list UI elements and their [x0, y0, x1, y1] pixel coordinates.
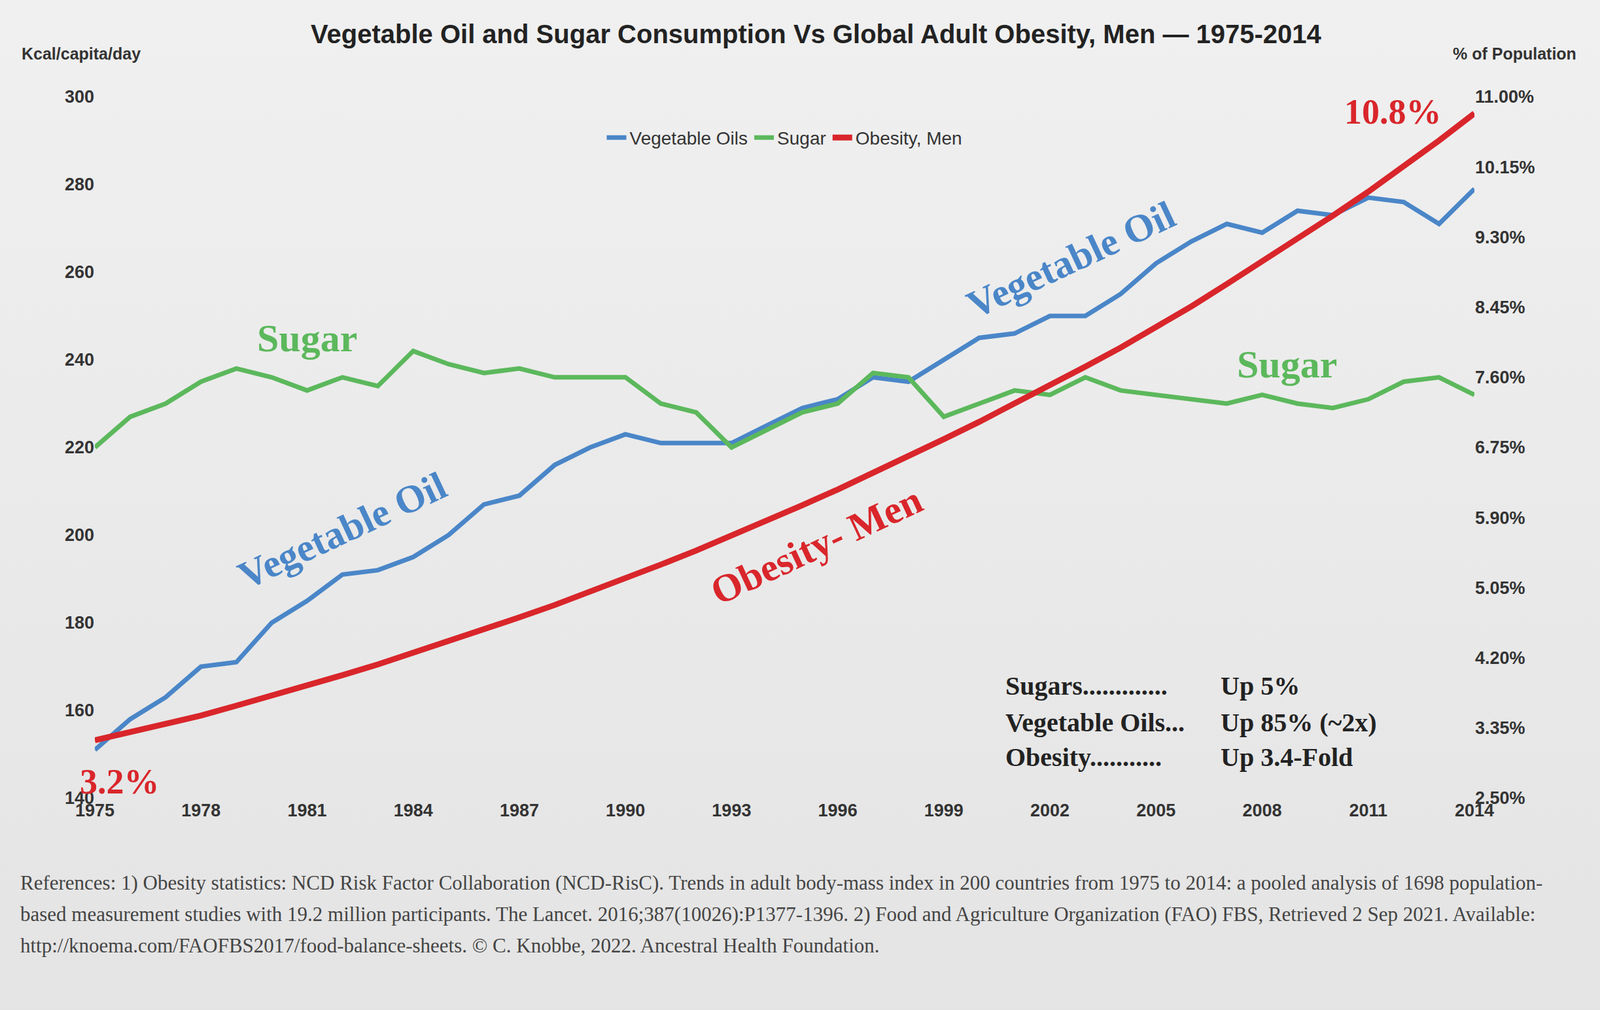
svg-text:1981: 1981 [287, 800, 327, 821]
svg-text:1984: 1984 [393, 800, 434, 821]
svg-text:Sugar: Sugar [777, 128, 827, 149]
svg-text:1975: 1975 [75, 800, 115, 821]
svg-text:Obesity...........: Obesity........... [1005, 742, 1162, 772]
svg-text:1996: 1996 [818, 800, 858, 821]
svg-text:Vegetable Oil: Vegetable Oil [960, 192, 1183, 328]
svg-text:11.00%: 11.00% [1475, 86, 1534, 107]
svg-text:Vegetable Oils...: Vegetable Oils... [1005, 707, 1185, 738]
svg-text:Vegetable Oil and Sugar Consum: Vegetable Oil and Sugar Consumption Vs G… [310, 19, 1322, 49]
svg-text:1990: 1990 [605, 800, 645, 821]
svg-text:Up 5%: Up 5% [1220, 671, 1300, 701]
svg-text:5.90%: 5.90% [1475, 508, 1526, 528]
svg-text:Vegetable Oil: Vegetable Oil [231, 463, 454, 598]
svg-text:9.30%: 9.30% [1475, 227, 1526, 248]
svg-text:1987: 1987 [499, 800, 540, 821]
svg-text:1999: 1999 [924, 800, 964, 821]
svg-text:140: 140 [64, 788, 95, 808]
svg-text:260: 260 [64, 262, 95, 282]
svg-text:Obesity- Men: Obesity- Men [703, 478, 929, 614]
svg-text:5.05%: 5.05% [1475, 578, 1526, 598]
svg-text:2014: 2014 [1454, 800, 1495, 821]
svg-text:240: 240 [64, 349, 95, 370]
svg-text:1978: 1978 [181, 800, 221, 821]
svg-text:% of Population: % of Population [1452, 44, 1577, 63]
svg-text:8.45%: 8.45% [1475, 297, 1526, 318]
svg-text:Sugars.............: Sugars............. [1005, 671, 1168, 701]
svg-text:2008: 2008 [1242, 800, 1283, 821]
svg-text:10.15%: 10.15% [1475, 157, 1536, 178]
svg-text:4.20%: 4.20% [1475, 648, 1526, 668]
svg-text:Vegetable Oils: Vegetable Oils [629, 128, 749, 149]
svg-text:Up 85% (~2x): Up 85% (~2x) [1220, 707, 1377, 738]
svg-text:Sugar: Sugar [257, 316, 358, 360]
svg-text:1993: 1993 [711, 800, 751, 821]
svg-text:220: 220 [64, 437, 95, 458]
svg-text:3.2%: 3.2% [79, 762, 160, 802]
svg-text:Up 3.4-Fold: Up 3.4-Fold [1220, 742, 1353, 772]
svg-text:2002: 2002 [1030, 800, 1070, 821]
html-text:References: 1) Obesity statist: References: 1) Obesity statistics: NCD R… [20, 871, 1543, 958]
svg-text:Obesity, Men: Obesity, Men [855, 128, 963, 149]
svg-text:7.60%: 7.60% [1475, 367, 1526, 388]
svg-text:10.8%: 10.8% [1344, 92, 1442, 132]
svg-text:280: 280 [64, 174, 95, 195]
svg-text:2011: 2011 [1348, 800, 1388, 821]
svg-text:2.50%: 2.50% [1475, 788, 1526, 808]
svg-text:3.35%: 3.35% [1475, 718, 1526, 738]
svg-text:180: 180 [64, 612, 95, 633]
svg-text:2005: 2005 [1136, 800, 1176, 821]
svg-text:160: 160 [64, 700, 95, 721]
svg-text:6.75%: 6.75% [1475, 437, 1526, 458]
svg-text:200: 200 [64, 525, 95, 545]
svg-text:300: 300 [64, 86, 95, 107]
svg-text:Sugar: Sugar [1236, 342, 1338, 386]
svg-text:Kcal/capita/day: Kcal/capita/day [21, 44, 141, 63]
